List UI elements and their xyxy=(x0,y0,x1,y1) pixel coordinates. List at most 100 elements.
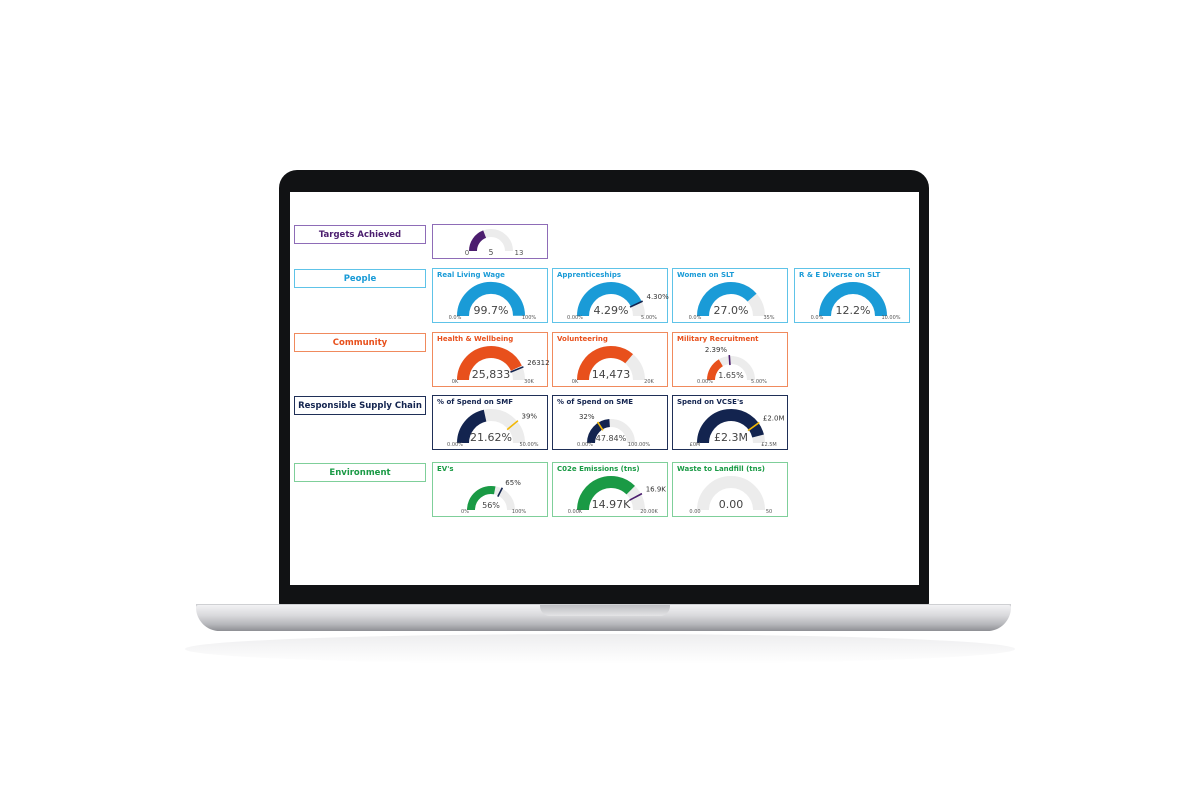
gauge: 65% 56% 0% 100% xyxy=(461,479,527,515)
category-label-community: Community xyxy=(294,333,426,352)
gauge-max-label: 100% xyxy=(512,509,527,515)
gauge-min-label: 0 xyxy=(465,249,469,257)
gauge-target-label: 32% xyxy=(579,413,595,421)
kpi-card-real-living-wage[interactable]: Real Living Wage 99.7% 0.0% 100% xyxy=(432,268,548,323)
dashboard-screen: Targets Achieved 5 0 13 People Real Living Wa… xyxy=(290,192,919,585)
kpi-card-spend-on-smf[interactable]: % of Spend on SMF 39% 21.62% 0.00% 50.00% xyxy=(432,395,548,450)
gauge-target-label: 16.9K xyxy=(646,486,667,494)
card-title: Waste to Landfill (tns) xyxy=(677,465,765,473)
gauge-target-label: 26312 xyxy=(527,359,549,367)
gauge-value: 27.0% xyxy=(714,304,749,317)
kpi-card-women-on-slt[interactable]: Women on SLT 27.0% 0.0% 35% xyxy=(672,268,788,323)
gauge-value: 14,473 xyxy=(592,368,631,381)
kpi-card-waste-to-landfill[interactable]: Waste to Landfill (tns) 0.00 0.00 50 xyxy=(672,462,788,517)
gauge-max-label: 100.00% xyxy=(628,442,650,448)
gauge-fill xyxy=(469,230,487,252)
gauge-target-label: 4.30% xyxy=(647,293,670,301)
gauge-fill xyxy=(707,359,724,381)
gauge-min-label: 0K xyxy=(572,379,579,385)
gauge-fill xyxy=(456,281,525,317)
gauge-fill xyxy=(467,486,496,511)
gauge-min-label: 0.00% xyxy=(447,442,463,448)
category-label-environment: Environment xyxy=(294,463,426,482)
gauge: 14,473 0K 20K xyxy=(572,346,655,385)
gauge: 26312 25,833 0K 30K xyxy=(452,346,549,385)
gauge-target-marker xyxy=(747,421,760,432)
gauge-min-label: 0.00K xyxy=(568,509,583,515)
gauge-value: 14.97K xyxy=(592,498,631,511)
gauge-target-label: 2.39% xyxy=(705,346,728,354)
gauge-fill xyxy=(457,409,487,444)
gauge-fill xyxy=(577,282,642,317)
gauge-max-label: 50.00% xyxy=(519,442,538,448)
gauge-target-marker xyxy=(728,355,731,366)
kpi-card-volunteering[interactable]: Volunteering 14,473 0K 20K xyxy=(552,332,668,387)
kpi-card-apprenticeships[interactable]: Apprenticeships 4.30% 4.29% 0.00% 5.00% xyxy=(552,268,670,323)
gauge-fill xyxy=(697,282,757,317)
gauge: 12.2% 0.0% 10.00% xyxy=(811,282,901,321)
card-title: Real Living Wage xyxy=(437,271,505,279)
gauge: 5 0 13 xyxy=(465,229,524,257)
gauge-target-marker xyxy=(497,487,504,497)
gauge: £2.0M £2.3M £0M £2.5M xyxy=(690,409,785,448)
kpi-card-health-wellbeing[interactable]: Health & Wellbeing 26312 25,833 0K 30K xyxy=(432,332,549,387)
gauge-max-label: £2.5M xyxy=(761,442,776,448)
gauge-max-label: 5.00% xyxy=(751,379,767,385)
gauge-min-label: 0.00% xyxy=(697,379,713,385)
kpi-card-targets-achieved[interactable]: 5 0 13 xyxy=(432,224,548,259)
category-label-targets-achieved: Targets Achieved xyxy=(294,225,426,244)
gauge-min-label: 0.00 xyxy=(689,509,700,515)
kpi-card-military-recruitment[interactable]: Military Recruitment 2.39% 1.65% 0.00% 5.00% xyxy=(672,332,788,387)
gauge-min-label: 0.0% xyxy=(811,315,824,321)
gauge-track xyxy=(697,476,765,511)
gauge-target-marker xyxy=(510,366,524,373)
card-title: R & E Diverse on SLT xyxy=(799,271,881,279)
gauge-max-label: 100% xyxy=(522,315,537,321)
gauge-fill xyxy=(457,346,522,381)
kpi-card-evs[interactable]: EV's 65% 56% 0% 100% xyxy=(432,462,548,517)
gauge-max-label: 10.00% xyxy=(881,315,900,321)
card-title: Spend on VCSE's xyxy=(677,398,744,406)
gauge: 0.00 0.00 50 xyxy=(689,476,772,515)
kpi-card-re-diverse-on-slt[interactable]: R & E Diverse on SLT 12.2% 0.0% 10.00% xyxy=(794,268,910,323)
kpi-card-spend-on-vcse[interactable]: Spend on VCSE's £2.0M £2.3M £0M £2.5M xyxy=(672,395,788,450)
gauge-min-label: 0.0% xyxy=(689,315,702,321)
gauge: 27.0% 0.0% 35% xyxy=(689,282,775,321)
gauge-target-marker xyxy=(596,421,604,431)
gauge-value: 21.62% xyxy=(470,431,512,444)
gauge-fill xyxy=(587,419,611,444)
gauge-target-label: £2.0M xyxy=(763,414,785,422)
gauge-max-label: 13 xyxy=(515,249,524,257)
gauge-value: 56% xyxy=(482,501,500,510)
gauge-value: 5 xyxy=(489,248,494,257)
gauge-min-label: 0.0% xyxy=(449,315,462,321)
gauge-max-label: 20.00K xyxy=(640,509,658,515)
category-label-people: People xyxy=(294,269,426,288)
kpi-card-co2e-emissions[interactable]: C02e Emissions (tns) 16.9K 14.97K 0.00K 20.0… xyxy=(552,462,668,517)
gauge: 32% 47.84%0.00% 100.00% xyxy=(577,413,650,448)
category-label-responsible-supply-chain: Responsible Supply Chain xyxy=(294,396,426,415)
kpi-card-spend-on-sme[interactable]: % of Spend on SME 32% 47.84% 0.00% 100.00% xyxy=(552,395,668,450)
card-title: % of Spend on SME xyxy=(557,398,633,406)
gauge-value: 99.7% xyxy=(474,304,509,317)
card-title: Volunteering xyxy=(557,335,608,343)
card-title: Health & Wellbeing xyxy=(437,335,514,343)
card-title: Military Recruitment xyxy=(677,335,759,343)
gauge-target-label: 39% xyxy=(522,412,538,420)
card-title: % of Spend on SMF xyxy=(437,398,513,406)
gauge-target-marker xyxy=(629,492,643,501)
gauge-fill xyxy=(577,346,633,381)
gauge-value: £2.3M xyxy=(714,431,748,444)
gauge: 4.30% 4.29% 0.00% 5.00% xyxy=(567,282,670,321)
gauge: 16.9K 14.97K 0.00K 20.00K xyxy=(568,476,667,515)
gauge-max-label: 5.00% xyxy=(641,315,657,321)
gauge-max-label: 30K xyxy=(524,379,534,385)
gauge-fill xyxy=(577,476,635,511)
gauge-max-label: 20K xyxy=(644,379,654,385)
gauge-min-label: 0K xyxy=(452,379,459,385)
gauge-value: 4.29% xyxy=(594,304,629,317)
card-title: C02e Emissions (tns) xyxy=(557,465,640,473)
laptop-notch xyxy=(540,605,670,616)
gauge-value: 47.84% xyxy=(596,434,627,443)
card-title: EV's xyxy=(437,465,454,473)
